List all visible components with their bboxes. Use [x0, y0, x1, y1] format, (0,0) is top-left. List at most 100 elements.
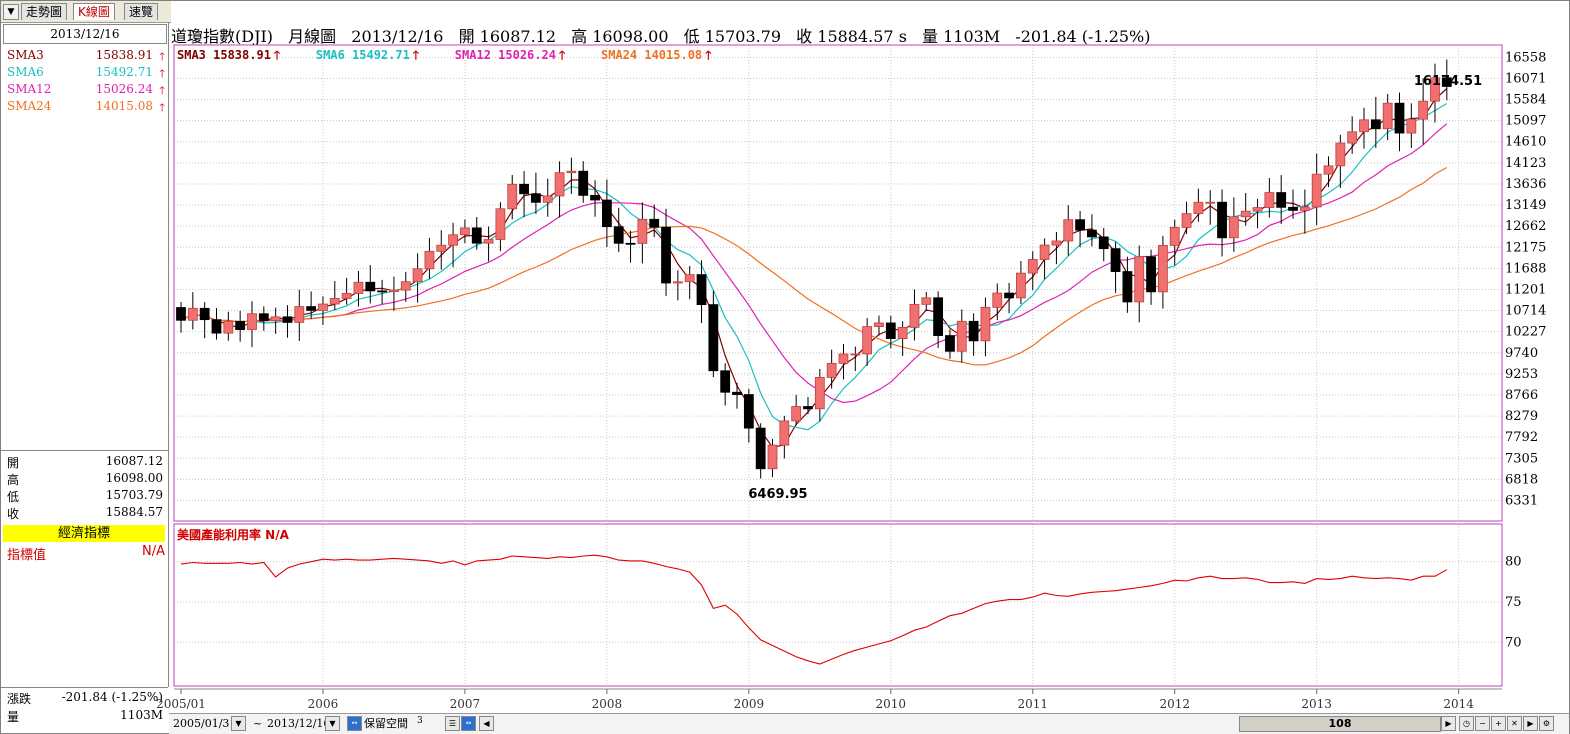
candle-body-up [1169, 227, 1180, 246]
candlestick [1228, 197, 1239, 252]
candle-body-down [708, 304, 719, 372]
low-annotation: 6469.95 [748, 487, 807, 502]
candlestick [1051, 232, 1062, 265]
divider [1, 450, 168, 451]
candle-body-down [601, 199, 612, 228]
candlestick [933, 291, 944, 349]
tab-kline[interactable]: K線圖 [73, 3, 115, 20]
candlestick [306, 291, 317, 319]
change-value: -201.84 (-1.25%) [61, 690, 163, 704]
open-row: 開 16087.12 [5, 454, 165, 471]
econ-indicator-title: 經濟指標 [3, 525, 165, 542]
y-tick-label: 6818 [1505, 472, 1538, 487]
grid-icon[interactable]: ☰ [445, 716, 460, 731]
tab-trend[interactable]: 走勢圖 [21, 3, 68, 20]
candle-body-down [578, 170, 589, 196]
candle-body-down [743, 394, 754, 429]
candle-body-down [235, 320, 246, 330]
x-tick-label: 2011 [1017, 697, 1048, 711]
candlestick [1122, 256, 1133, 313]
candlestick [885, 315, 896, 349]
candle-body-up [1430, 77, 1440, 102]
high-annotation: 16174.51 [1414, 74, 1482, 89]
end-date-dropdown-icon[interactable]: ▼ [325, 716, 340, 731]
scroll-thumb[interactable]: 108 [1239, 716, 1441, 732]
zoom-out-icon[interactable]: − [1475, 716, 1490, 731]
lower-plot-frame [173, 523, 1503, 687]
start-date-dropdown-icon[interactable]: ▼ [231, 716, 246, 731]
candle-body-down [282, 316, 293, 323]
candlestick [566, 157, 577, 194]
candlestick [732, 382, 742, 409]
candlestick [826, 349, 837, 389]
candlestick [601, 179, 612, 248]
candlestick [743, 388, 754, 443]
quote-header-text: 道瓊指數(DJI) 月線圖 2013/12/16 開 16087.12 高 16… [171, 23, 1161, 47]
zoom-in-icon[interactable]: + [1491, 716, 1506, 731]
scroll-right-icon[interactable]: ▶ [1441, 716, 1456, 731]
candle-body-down [176, 307, 186, 321]
close-icon[interactable]: ✕ [1507, 716, 1522, 731]
candlestick [282, 305, 293, 338]
up-arrow-icon: 🡑 [159, 101, 165, 114]
candlestick [223, 311, 234, 341]
candlestick [1311, 153, 1322, 226]
candle-body-down [649, 218, 660, 228]
candlestick [211, 308, 222, 340]
sma12-row: SMA12 15026.24 🡑 [5, 82, 165, 99]
candle-body-down [625, 242, 636, 245]
ohlc-value: 15703.79 [105, 488, 163, 502]
y-tick-label: 15097 [1505, 114, 1546, 129]
x-tick-label: 2006 [308, 697, 339, 711]
tab-overview[interactable]: 速覽 [124, 3, 159, 20]
candle-body-up [1347, 131, 1358, 144]
info-date: 2013/12/16 [3, 24, 167, 44]
candle-body-down [1217, 201, 1227, 239]
y-tick-label: 9740 [1505, 346, 1538, 361]
volume-value: 1103M [120, 708, 163, 722]
candle-body-down [519, 183, 529, 195]
y-tick-label: 14610 [1505, 135, 1546, 150]
settings-icon[interactable]: ⚙ [1539, 716, 1554, 731]
candlestick [1134, 245, 1145, 323]
candle-body-up [637, 218, 648, 244]
candlestick [803, 397, 813, 415]
chart-area[interactable]: 16558 16071 15584 15097 14610 14123 13636 13149… [1, 1, 1569, 713]
candlestick [672, 270, 683, 301]
scroll-left-icon[interactable]: ◀ [479, 716, 494, 731]
candle-body-up [779, 420, 790, 446]
price-axis: 16558 16071 15584 15097 14610 14123 13636 13149… [1505, 50, 1546, 508]
candle-body-up [1359, 119, 1369, 133]
ohlc-value: 15884.57 [105, 505, 163, 519]
info-panel: 2013/12/16 SMA3 15838.91 🡑 SMA6 15492.71… [1, 22, 169, 687]
candle-body-down [1087, 229, 1097, 238]
clock-icon[interactable]: ◷ [1459, 716, 1474, 731]
zoom-icon[interactable]: ⇔ [461, 716, 476, 731]
y-tick-label: 7792 [1505, 430, 1538, 445]
candlestick [708, 290, 719, 378]
quote-change: -201.84 (-1.25%) [1015, 27, 1151, 46]
candle-body-up [566, 170, 577, 174]
y-tick-label: 7305 [1505, 451, 1538, 466]
legend-entry: SMA12 15026.24 [455, 48, 556, 62]
candlestick [1276, 175, 1287, 224]
candlestick [1075, 210, 1085, 248]
candlestick [341, 277, 352, 305]
candle-body-up [1264, 192, 1275, 208]
candlestick [909, 289, 920, 341]
tab-bar: ▼ 走勢圖 K線圖 速覽 [1, 1, 171, 23]
keep-space-icon[interactable]: ↔ [347, 716, 362, 731]
candle-body-up [956, 320, 967, 352]
y-tick-label: 15584 [1505, 93, 1546, 108]
next-icon[interactable]: ▶ [1523, 716, 1538, 731]
indicator-line [180, 554, 1448, 665]
tab-menu-icon[interactable]: ▼ [3, 4, 19, 20]
candle-body-up [542, 195, 553, 203]
x-tick-label: 2014 [1443, 697, 1474, 711]
x-tick-label: 2013 [1301, 697, 1332, 711]
candle-body-up [460, 227, 470, 236]
y-tick-label: 70 [1505, 635, 1522, 650]
candlestick [187, 292, 198, 330]
candlestick [1016, 261, 1026, 305]
candlestick [1430, 63, 1440, 123]
